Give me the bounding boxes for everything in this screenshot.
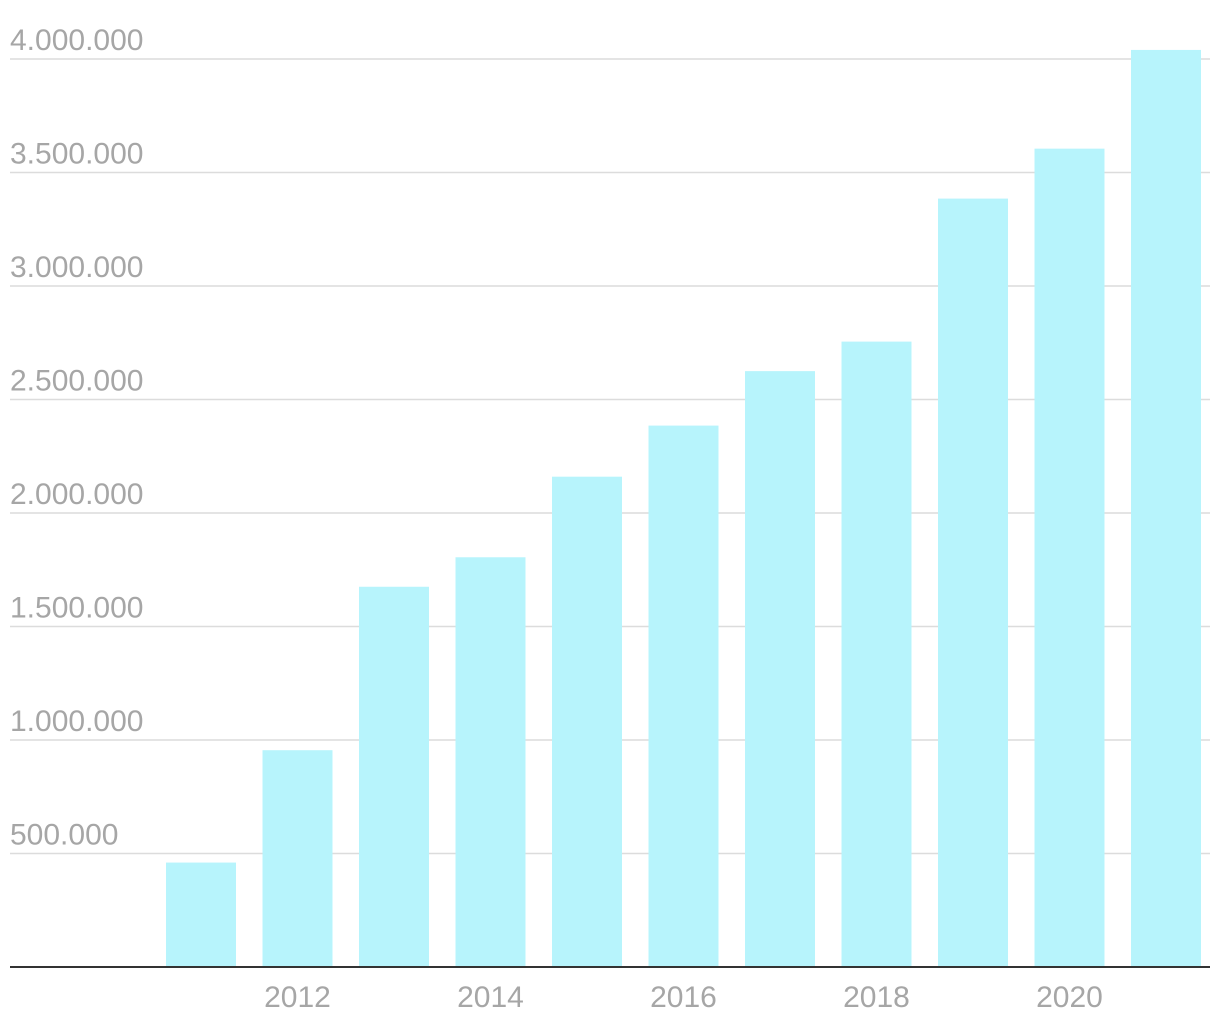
x-tick-label: 2018 — [843, 981, 910, 1014]
x-tick-label: 2016 — [650, 981, 717, 1014]
y-tick-label: 3.000.000 — [10, 251, 143, 284]
y-tick-label: 500.000 — [10, 819, 118, 852]
x-axis-tick-labels: 2012 2014 2016 2018 2020 — [264, 981, 1103, 1014]
bar — [359, 586, 429, 967]
y-tick-label: 3.500.000 — [10, 138, 143, 171]
bar — [841, 341, 912, 967]
y-tick-label: 2.000.000 — [10, 478, 143, 511]
x-tick-label: 2014 — [457, 981, 524, 1014]
bar — [1131, 49, 1201, 968]
bar — [938, 198, 1008, 968]
y-axis-tick-labels: 500.000 1.000.000 1.500.000 2.000.000 2.500.… — [10, 24, 143, 852]
bar — [262, 750, 333, 967]
bar — [648, 425, 719, 968]
y-tick-label: 2.500.000 — [10, 365, 143, 398]
y-tick-label: 1.500.000 — [10, 592, 143, 625]
bar — [455, 557, 526, 967]
y-tick-label: 4.000.000 — [10, 24, 143, 57]
y-tick-label: 1.000.000 — [10, 705, 143, 738]
bar — [1034, 148, 1105, 968]
x-tick-label: 2020 — [1036, 981, 1103, 1014]
bar — [166, 862, 236, 967]
bars — [166, 49, 1201, 968]
x-tick-label: 2012 — [264, 981, 331, 1014]
bar — [552, 476, 622, 967]
bar — [745, 371, 815, 967]
